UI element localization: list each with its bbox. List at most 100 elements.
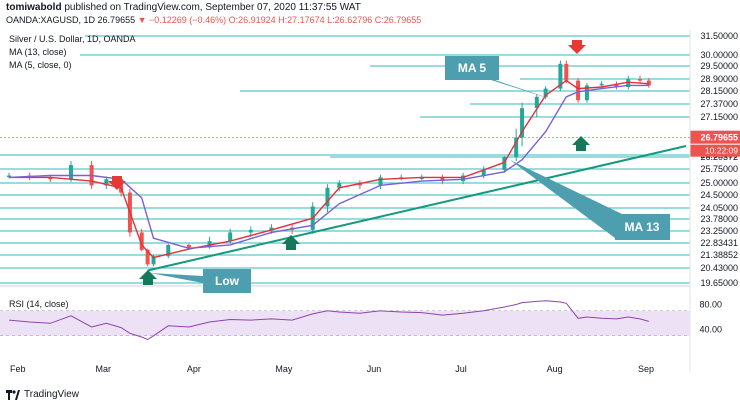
candle-body [543,88,548,97]
price-tag-box [690,130,740,144]
candle-body [534,96,539,109]
candle-body [151,256,156,265]
candle-body [269,227,274,230]
y-tick-label: 24.50000 [700,190,738,200]
candle-body [378,177,383,186]
tradingview-logo-icon [6,389,20,400]
y-tick-label: 31.50000 [700,31,738,41]
candle-body [646,80,651,86]
candle-body [481,169,486,176]
y-tick-label: 30.00000 [700,50,738,60]
rsi-legend[interactable]: RSI (14, close) [9,299,69,309]
y-tick-label: 21.38852 [700,250,738,260]
candle-body [638,79,642,81]
candle-body [520,108,525,138]
rsi-line [9,300,649,341]
candle-body [145,249,150,265]
buy-arrow-icon [139,270,157,285]
buy-arrow-icon [282,235,300,250]
candle-body [166,244,171,257]
candle-body [599,83,604,86]
ma5-callout [445,56,560,102]
candle-body [325,187,330,207]
candle-body [502,157,507,170]
time-tag-label: 10:22:09 [705,146,738,156]
time-tag-box [690,144,740,157]
y-tick-label: 27.15000 [700,112,738,122]
rsi-tick-label: 80.00 [699,300,722,310]
y-tick-label: 24.05000 [700,203,738,213]
x-tick-label: May [275,364,293,374]
buy-arrow-icon [572,136,590,151]
tradingview-brand: TradingView [24,389,80,400]
candle-body [419,177,424,179]
candle-body [514,137,519,158]
candle-body [576,80,581,101]
y-tick-label: 20.43000 [700,263,738,273]
publish-line: tomiwabold published on TradingView.com,… [6,2,361,13]
candle-body [461,175,466,182]
ma13-legend[interactable]: MA (13, close) [9,47,67,57]
candle-body [207,241,212,248]
ohlc-line: OANDA:XAGUSD, 1D 26.79655 ▼ −0.12269 (−0… [6,15,421,25]
trend-line [147,145,687,272]
y-tick-label: 22.83431 [700,238,738,248]
candle-body [228,232,233,242]
candle-body [48,177,53,180]
publisher-name[interactable]: tomiwabold [6,2,62,13]
x-tick-label: Sep [638,364,654,374]
y-tick-label: 19.65000 [700,278,738,288]
candle-body [186,244,191,248]
y-tick-label: 23.78000 [700,214,738,224]
y-tick-label: 27.37000 [700,99,738,109]
rsi-band [0,310,690,336]
x-tick-label: Feb [10,364,26,374]
y-tick-label: 29.50000 [700,61,738,71]
sell-arrow-icon [568,40,586,54]
ohlc-values: O:26.91924 H:27.17674 L:26.62796 C:26.79… [228,15,422,25]
candle-body [248,229,253,233]
price-tag-label: 26.79655 [700,133,738,143]
low-callout-label: Low [215,274,240,288]
candle-body [558,63,563,89]
low-callout [150,269,251,293]
candle-body [337,183,342,188]
rsi-tick-label: 40.00 [699,325,722,335]
price-change: ▼ −0.12269 (−0.46%) [137,15,227,25]
candle-body [68,165,73,180]
ma5-legend[interactable]: MA (5, close, 0) [9,60,72,70]
published-text: published on TradingView.com, September … [64,2,361,13]
candle-body [626,79,631,87]
candle-body [564,63,569,81]
x-tick-label: Apr [187,364,201,374]
ma5-line [9,79,649,259]
chart-legend-title: Silver / U.S. Dollar, 1D, OANDA [9,34,136,44]
ma5-callout-label: MA 5 [458,61,487,75]
x-tick-label: Mar [96,364,112,374]
x-tick-label: Jul [455,364,467,374]
candle-body [584,85,589,101]
candle-body [139,232,144,250]
candle-body [440,177,445,182]
ma13-line [9,84,649,250]
x-tick-label: Aug [547,364,563,374]
y-tick-label: 28.15000 [700,86,738,96]
candle-body [614,83,619,87]
ma13-callout [510,160,670,240]
y-tick-label: 25.00000 [700,178,738,188]
x-tick-label: Jun [367,364,382,374]
symbol-label: OANDA:XAGUSD, 1D [6,15,96,25]
y-tick-label: 23.25000 [700,226,738,236]
candle-body [7,175,12,178]
y-tick-label: 25.75000 [700,164,738,174]
ma13-callout-label: MA 13 [625,220,660,234]
candle-body [104,179,109,186]
y-tick-label: 28.90000 [700,74,738,84]
candle-body [119,179,124,193]
tradingview-footer[interactable]: TradingView [6,389,79,400]
last-price: 26.79655 [97,15,136,25]
y-tick-label: 26.20372 [700,152,738,162]
sell-arrow-icon [108,176,126,190]
